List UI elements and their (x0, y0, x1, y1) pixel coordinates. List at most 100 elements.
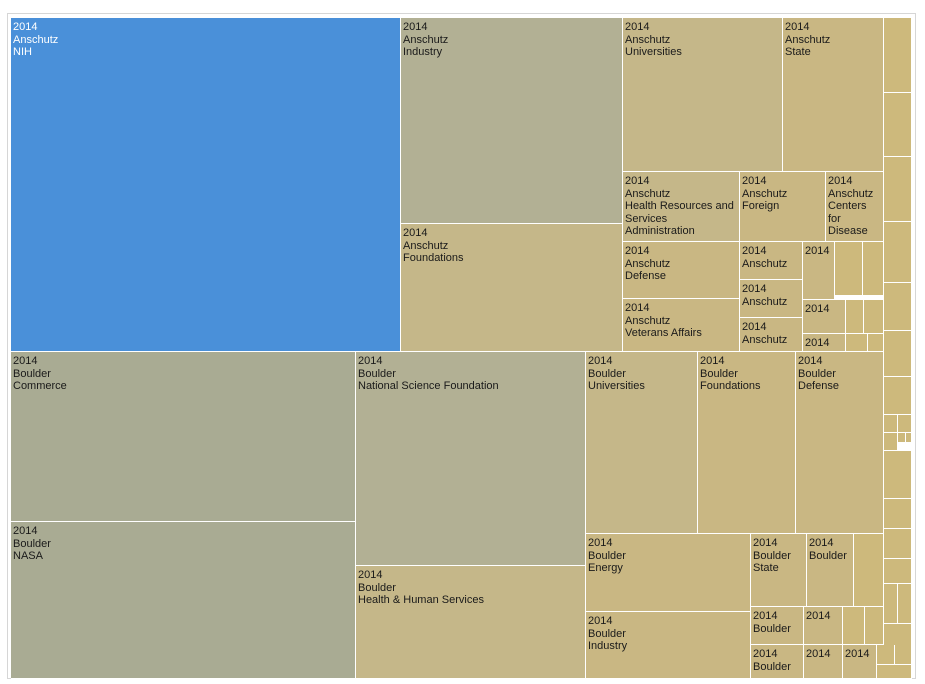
treemap-cell-boulder-commerce[interactable]: 2014 Boulder Commerce (11, 352, 356, 522)
treemap-cell-small[interactable] (864, 300, 884, 334)
treemap-label-line: 2014 (828, 175, 853, 187)
treemap-label-line: Boulder (700, 367, 738, 380)
treemap-label-line: Anschutz (403, 239, 449, 252)
treemap-label-line: Anschutz (625, 33, 671, 46)
treemap-cell-small[interactable] (884, 624, 912, 649)
treemap-cell-small[interactable] (865, 607, 884, 645)
treemap-cell-small[interactable] (846, 300, 864, 334)
treemap-cell-small[interactable] (846, 334, 868, 352)
treemap-cell-small[interactable] (884, 93, 912, 157)
treemap-label-line: Boulder (798, 367, 836, 380)
treemap-label-line: State (785, 46, 811, 58)
treemap-cell-small[interactable] (884, 433, 898, 451)
treemap-cell-boulder-foundations[interactable]: 2014 Boulder Foundations (698, 352, 796, 534)
treemap-cell-small-c[interactable]: 2014 (803, 334, 846, 352)
treemap-label-line: Boulder (13, 537, 51, 550)
treemap-cell-anschutz-state[interactable]: 2014 Anschutz State (783, 18, 884, 172)
treemap-cell-label: 2014 Anschutz Defense (625, 245, 670, 283)
treemap-cell-small[interactable] (898, 415, 912, 433)
treemap-cell-small[interactable] (898, 433, 906, 443)
treemap-cell-small[interactable] (877, 645, 895, 665)
treemap-label-line: Anschutz (13, 33, 59, 46)
treemap-label-line: Foundations (700, 380, 761, 392)
treemap-cell-small-f[interactable]: 2014 (843, 645, 877, 679)
treemap-cell-anschutz-foreign[interactable]: 2014 Anschutz Foreign (740, 172, 826, 242)
treemap-cell-label: 2014 Boulder National Science Foundation (358, 355, 499, 393)
treemap-label-line: State (753, 562, 779, 574)
treemap-cell-small[interactable] (835, 242, 863, 296)
treemap-label-line: Administration (625, 225, 695, 237)
treemap-cell-small[interactable] (884, 222, 912, 283)
treemap-label-line: Health & Human Services (358, 594, 484, 606)
treemap-cell-boulder-nsf[interactable]: 2014 Boulder National Science Foundation (356, 352, 586, 566)
treemap-cell-small[interactable] (877, 665, 912, 679)
treemap-cell-small[interactable] (884, 157, 912, 222)
treemap-label-line: Boulder (588, 627, 626, 640)
treemap-cell-anschutz-hrsa[interactable]: 2014 Anschutz Health Resources and Services… (623, 172, 740, 242)
treemap-cell-anschutz-small-2[interactable]: 2014 Anschutz (740, 280, 803, 318)
treemap-cell-small[interactable] (884, 377, 912, 415)
treemap-cell-anschutz-foundations[interactable]: 2014 Anschutz Foundations (401, 224, 623, 352)
treemap-label-line: Universities (625, 46, 682, 58)
treemap-cell-boulder-defense[interactable]: 2014 Boulder Defense (796, 352, 884, 534)
treemap-cell-small[interactable] (884, 451, 912, 499)
treemap-cell-label: 2014 Boulder NASA (13, 525, 51, 563)
treemap-cell-small[interactable] (898, 584, 912, 624)
treemap-cell-boulder-state[interactable]: 2014 Boulder State (751, 534, 807, 607)
treemap-cell-label: 2014 (805, 337, 829, 350)
treemap-cell-small[interactable] (863, 242, 884, 296)
treemap-label-line: Disease (828, 225, 868, 237)
treemap-cell-small-d[interactable]: 2014 (804, 607, 843, 645)
treemap-cell-label: 2014 Anschutz State (785, 21, 830, 59)
treemap-label-line: Boulder (753, 660, 791, 673)
treemap-cell-small[interactable] (884, 331, 912, 377)
treemap-cell-label: 2014 Boulder Commerce (13, 355, 67, 393)
treemap-cell-anschutz-nih[interactable]: 2014 Anschutz NIH (11, 18, 401, 352)
treemap-label-line: 2014 (625, 245, 650, 257)
treemap-cell-boulder-small-2[interactable]: 2014 Boulder (751, 645, 804, 679)
treemap-cell-small-a[interactable]: 2014 (803, 242, 835, 300)
treemap-cell-anschutz-veterans[interactable]: 2014 Anschutz Veterans Affairs (623, 299, 740, 352)
treemap-cell-anschutz-small-3[interactable]: 2014 Anschutz (740, 318, 803, 352)
treemap-cell-anschutz-industry[interactable]: 2014 Anschutz Industry (401, 18, 623, 224)
treemap-cell-small[interactable] (843, 607, 865, 645)
treemap-cell-boulder-small-3[interactable]: 2014 Boulder (807, 534, 854, 607)
treemap-cell-anschutz-cdc[interactable]: 2014 Anschutz Centers for Disease (826, 172, 884, 242)
treemap-label-line: 2014 (753, 648, 778, 660)
treemap-cell-small[interactable] (884, 559, 912, 584)
treemap-cell-boulder-hhs[interactable]: 2014 Boulder Health & Human Services (356, 566, 586, 679)
treemap-cell-label: 2014 Boulder Universities (588, 355, 645, 393)
treemap-label-line: Boulder (588, 367, 626, 380)
treemap-label-line: Centers (828, 200, 867, 212)
treemap-cell-small-b[interactable]: 2014 (803, 300, 846, 334)
treemap-cell-small[interactable] (906, 433, 912, 443)
treemap-cell-label: 2014 Boulder (753, 648, 791, 673)
treemap-cell-small[interactable] (884, 415, 898, 433)
treemap-cell-anschutz-small-1[interactable]: 2014 Anschutz (740, 242, 803, 280)
treemap-cell-label: 2014 (805, 245, 829, 258)
treemap-cell-boulder-universities[interactable]: 2014 Boulder Universities (586, 352, 698, 534)
treemap-cell-small[interactable] (884, 584, 898, 624)
treemap-cell-label: 2014 Anschutz Industry (403, 21, 448, 59)
treemap-cell-label: 2014 Boulder Defense (798, 355, 839, 393)
treemap-label-line: 2014 (798, 355, 823, 367)
treemap-cell-anschutz-universities[interactable]: 2014 Anschutz Universities (623, 18, 783, 172)
treemap-label-line: 2014 (753, 537, 778, 549)
treemap-cell-boulder-small-1[interactable]: 2014 Boulder (751, 607, 804, 645)
treemap-cell-label: 2014 Boulder Industry (588, 615, 627, 653)
treemap-cell-label: 2014 Boulder (809, 537, 847, 562)
treemap-cell-boulder-industry[interactable]: 2014 Boulder Industry (586, 612, 751, 679)
treemap-cell-anschutz-defense[interactable]: 2014 Anschutz Defense (623, 242, 740, 299)
treemap-label-line: Anschutz (785, 33, 831, 46)
treemap-cell-boulder-nasa[interactable]: 2014 Boulder NASA (11, 522, 356, 679)
treemap-cell-boulder-energy[interactable]: 2014 Boulder Energy (586, 534, 751, 612)
treemap-cell-small[interactable] (895, 645, 912, 665)
treemap-cell-small[interactable] (884, 529, 912, 559)
treemap-cell-small[interactable] (868, 334, 884, 352)
treemap-cell-small-e[interactable]: 2014 (804, 645, 843, 679)
treemap-label-line: 2014 (809, 537, 834, 549)
treemap-cell-small[interactable] (884, 283, 912, 331)
treemap-cell-small[interactable] (884, 499, 912, 529)
treemap-cell-small[interactable] (884, 18, 912, 93)
treemap-cell-small[interactable] (854, 534, 884, 607)
